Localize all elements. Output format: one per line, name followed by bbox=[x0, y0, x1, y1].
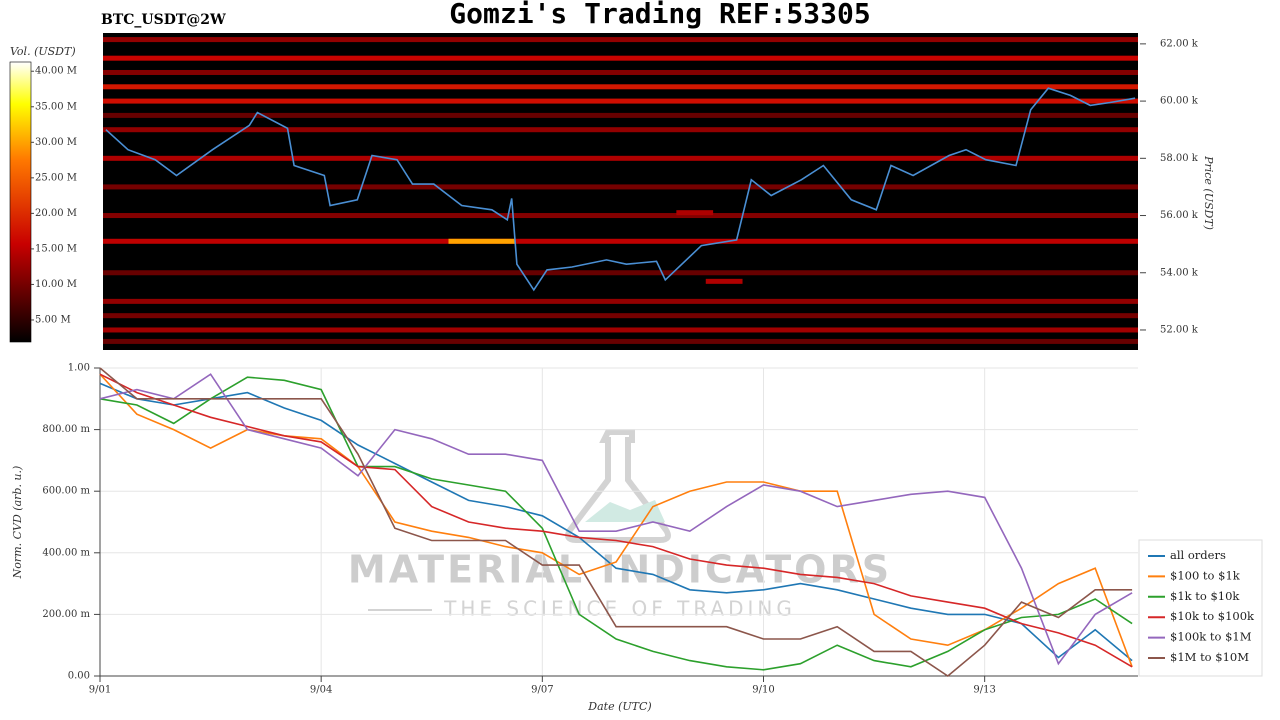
x-tick-label: 9/10 bbox=[752, 685, 774, 696]
cvd-line bbox=[99, 376, 1133, 671]
symbol-label: BTC_USDT@2W bbox=[101, 12, 226, 28]
colorbar-tick-label: 25.00 M bbox=[35, 172, 77, 183]
chart-title: Gomzi's Trading REF:53305 bbox=[449, 0, 870, 30]
volume-band bbox=[103, 213, 1138, 219]
price-line bbox=[105, 87, 1136, 292]
volume-band bbox=[103, 270, 1138, 276]
y2-tick-label: 56.00 k bbox=[1160, 210, 1199, 221]
flask-liquid bbox=[585, 500, 665, 522]
legend-label: $10k to $100k bbox=[1170, 609, 1255, 623]
cvd-line bbox=[99, 373, 1133, 668]
heatmap-panel: Gomzi's Trading REF:53305 BTC_USDT@2W Vo… bbox=[9, 0, 1215, 350]
volume-band bbox=[103, 298, 1138, 304]
volume-band bbox=[103, 155, 1138, 161]
y-tick-label: 200.00 m bbox=[42, 609, 90, 620]
volume-hot-spot bbox=[676, 210, 714, 216]
y-tick-label: 800.00 m bbox=[42, 424, 90, 435]
x-axis-label: Date (UTC) bbox=[587, 700, 651, 713]
y2-tick-label: 58.00 k bbox=[1160, 153, 1199, 164]
cvd-line bbox=[99, 367, 1133, 677]
y2-tick-label: 62.00 k bbox=[1160, 38, 1199, 49]
legend-label: $1M to $10M bbox=[1170, 650, 1249, 664]
colorbar bbox=[9, 61, 32, 343]
y2-axis-label: Price (USDT) bbox=[1202, 155, 1215, 230]
cvd-line bbox=[99, 382, 1133, 662]
y2-tick-label: 54.00 k bbox=[1160, 267, 1199, 278]
cvd-line bbox=[99, 373, 1133, 666]
volume-hot-spot bbox=[448, 238, 515, 244]
flask-icon bbox=[565, 429, 671, 543]
volume-band bbox=[103, 55, 1138, 61]
legend-box bbox=[1138, 539, 1263, 677]
volume-band bbox=[103, 37, 1138, 43]
volume-band bbox=[103, 69, 1138, 75]
volume-band bbox=[103, 112, 1138, 118]
x-tick-label: 9/04 bbox=[310, 685, 332, 696]
y-tick-label: 400.00 m bbox=[42, 547, 90, 558]
y-tick-label: 600.00 m bbox=[42, 486, 90, 497]
legend-label: $100 to $1k bbox=[1170, 568, 1241, 582]
colorbar-tick-label: 15.00 M bbox=[35, 243, 77, 254]
cvd-line bbox=[99, 373, 1133, 668]
colorbar-tick-label: 20.00 M bbox=[35, 208, 77, 219]
y2-tick-label: 52.00 k bbox=[1160, 324, 1199, 335]
y2-tick-label: 60.00 k bbox=[1160, 96, 1199, 107]
watermark-subtitle: THE SCIENCE OF TRADING bbox=[443, 597, 796, 621]
legend-label: $1k to $10k bbox=[1170, 589, 1240, 603]
volume-band bbox=[103, 184, 1138, 190]
volume-band bbox=[103, 338, 1138, 344]
volume-band bbox=[103, 127, 1138, 133]
heatmap-marks: 52.00 k 54.00 k 56.00 k 58.00 k 60.00 k 62.00… bbox=[31, 37, 1199, 344]
legend-label: $100k to $1M bbox=[1170, 630, 1252, 644]
colorbar-tick-label: 30.00 M bbox=[35, 137, 77, 148]
colorbar-label: Vol. (USDT) bbox=[10, 45, 76, 58]
y-tick-label: 0.00 bbox=[68, 671, 90, 682]
legend: all orders $100 to $1k $1k to $10k $10k to … bbox=[1148, 548, 1255, 664]
volume-band bbox=[103, 84, 1138, 90]
cvd-marks: 0.00 200.00 m 400.00 m 600.00 m 800.00 m 1.00… bbox=[42, 363, 1138, 696]
x-tick-label: 9/01 bbox=[89, 685, 111, 696]
volume-band bbox=[103, 238, 1138, 244]
colorbar-tick-label: 35.00 M bbox=[35, 101, 77, 112]
colorbar-tick-label: 40.00 M bbox=[35, 66, 77, 77]
volume-band bbox=[103, 313, 1138, 319]
volume-band bbox=[103, 98, 1138, 104]
x-tick-label: 9/13 bbox=[973, 685, 995, 696]
x-tick-label: 9/07 bbox=[531, 685, 553, 696]
watermark: MATERIAL INDICATORS THE SCIENCE OF TRADI… bbox=[348, 429, 889, 621]
y-axis-label: Norm. CVD (arb. u.) bbox=[11, 466, 24, 580]
colorbar-tick-label: 10.00 M bbox=[35, 279, 77, 290]
y-tick-label: 1.00 bbox=[68, 363, 90, 374]
volume-hot-spot bbox=[705, 278, 743, 284]
legend-label: all orders bbox=[1170, 548, 1226, 562]
volume-band bbox=[103, 327, 1138, 333]
colorbar-tick-label: 5.00 M bbox=[35, 314, 71, 325]
